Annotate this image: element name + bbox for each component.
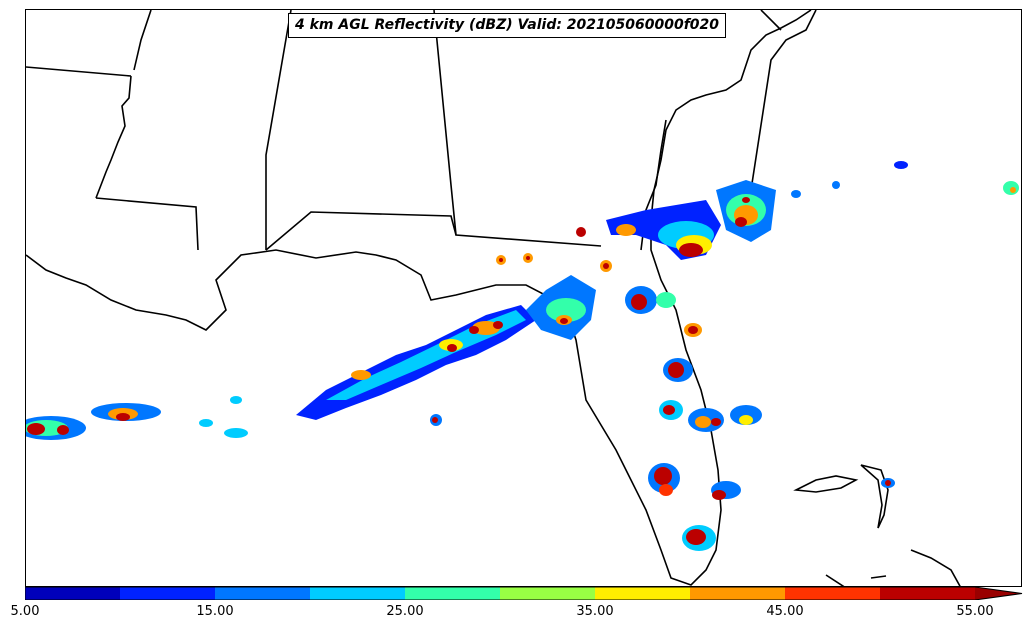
colorbar-extend-arrow <box>975 587 1022 600</box>
colorbar-segment <box>215 587 311 600</box>
colorbar-segment <box>120 587 216 600</box>
cuba-key <box>870 575 887 579</box>
colorbar-segment <box>880 587 976 600</box>
state-boundary-sc <box>750 10 817 191</box>
colorbar-segment <box>405 587 501 600</box>
colorbar-segment <box>785 587 881 600</box>
storm-line-gulf <box>296 305 536 426</box>
colorbar-tick-label: 45.00 <box>766 604 804 619</box>
colorbar-tick-label: 5.00 <box>10 604 40 619</box>
gulf-coast <box>26 10 812 586</box>
state-boundary-ga-fl <box>433 10 602 247</box>
cuba-north <box>825 574 845 586</box>
storm-cells-offshore-ne <box>716 161 1019 242</box>
state-boundary-la-south <box>95 197 199 251</box>
colorbar-segment <box>595 587 691 600</box>
colorbar-tick-label: 35.00 <box>576 604 614 619</box>
colorbar-segment <box>500 587 596 600</box>
map-panel[interactable] <box>25 9 1022 587</box>
colorbar-segment <box>690 587 786 600</box>
storm-cells-peninsula <box>625 286 895 551</box>
map-title: 4 km AGL Reflectivity (dBZ) Valid: 20210… <box>288 13 727 38</box>
andros-island <box>910 549 961 586</box>
state-boundary-ms-river <box>95 75 132 199</box>
colorbar-outline <box>25 587 1023 600</box>
bahamas-abaco <box>860 464 889 529</box>
storm-cell-west <box>26 396 248 440</box>
colorbar-tick-label: 25.00 <box>386 604 424 619</box>
reflectivity-map <box>26 10 1019 586</box>
state-boundary-al-fl <box>265 211 457 251</box>
state-boundary-al-ga <box>265 10 292 250</box>
state-boundary-ga-sc <box>760 10 782 31</box>
state-boundary-ms-la <box>26 66 132 77</box>
colorbar <box>25 587 1023 600</box>
colorbar-segment <box>25 587 121 600</box>
storm-cluster-jacksonville <box>576 200 721 272</box>
colorbar-segment <box>310 587 406 600</box>
storm-cell-bigbend <box>496 253 596 340</box>
state-boundary-ms-al <box>133 10 152 71</box>
reflectivity-cells <box>26 161 1019 551</box>
boundaries <box>26 10 961 586</box>
colorbar-tick-label: 15.00 <box>196 604 234 619</box>
colorbar-tick-label: 55.00 <box>956 604 994 619</box>
bahamas-grand <box>793 475 859 493</box>
